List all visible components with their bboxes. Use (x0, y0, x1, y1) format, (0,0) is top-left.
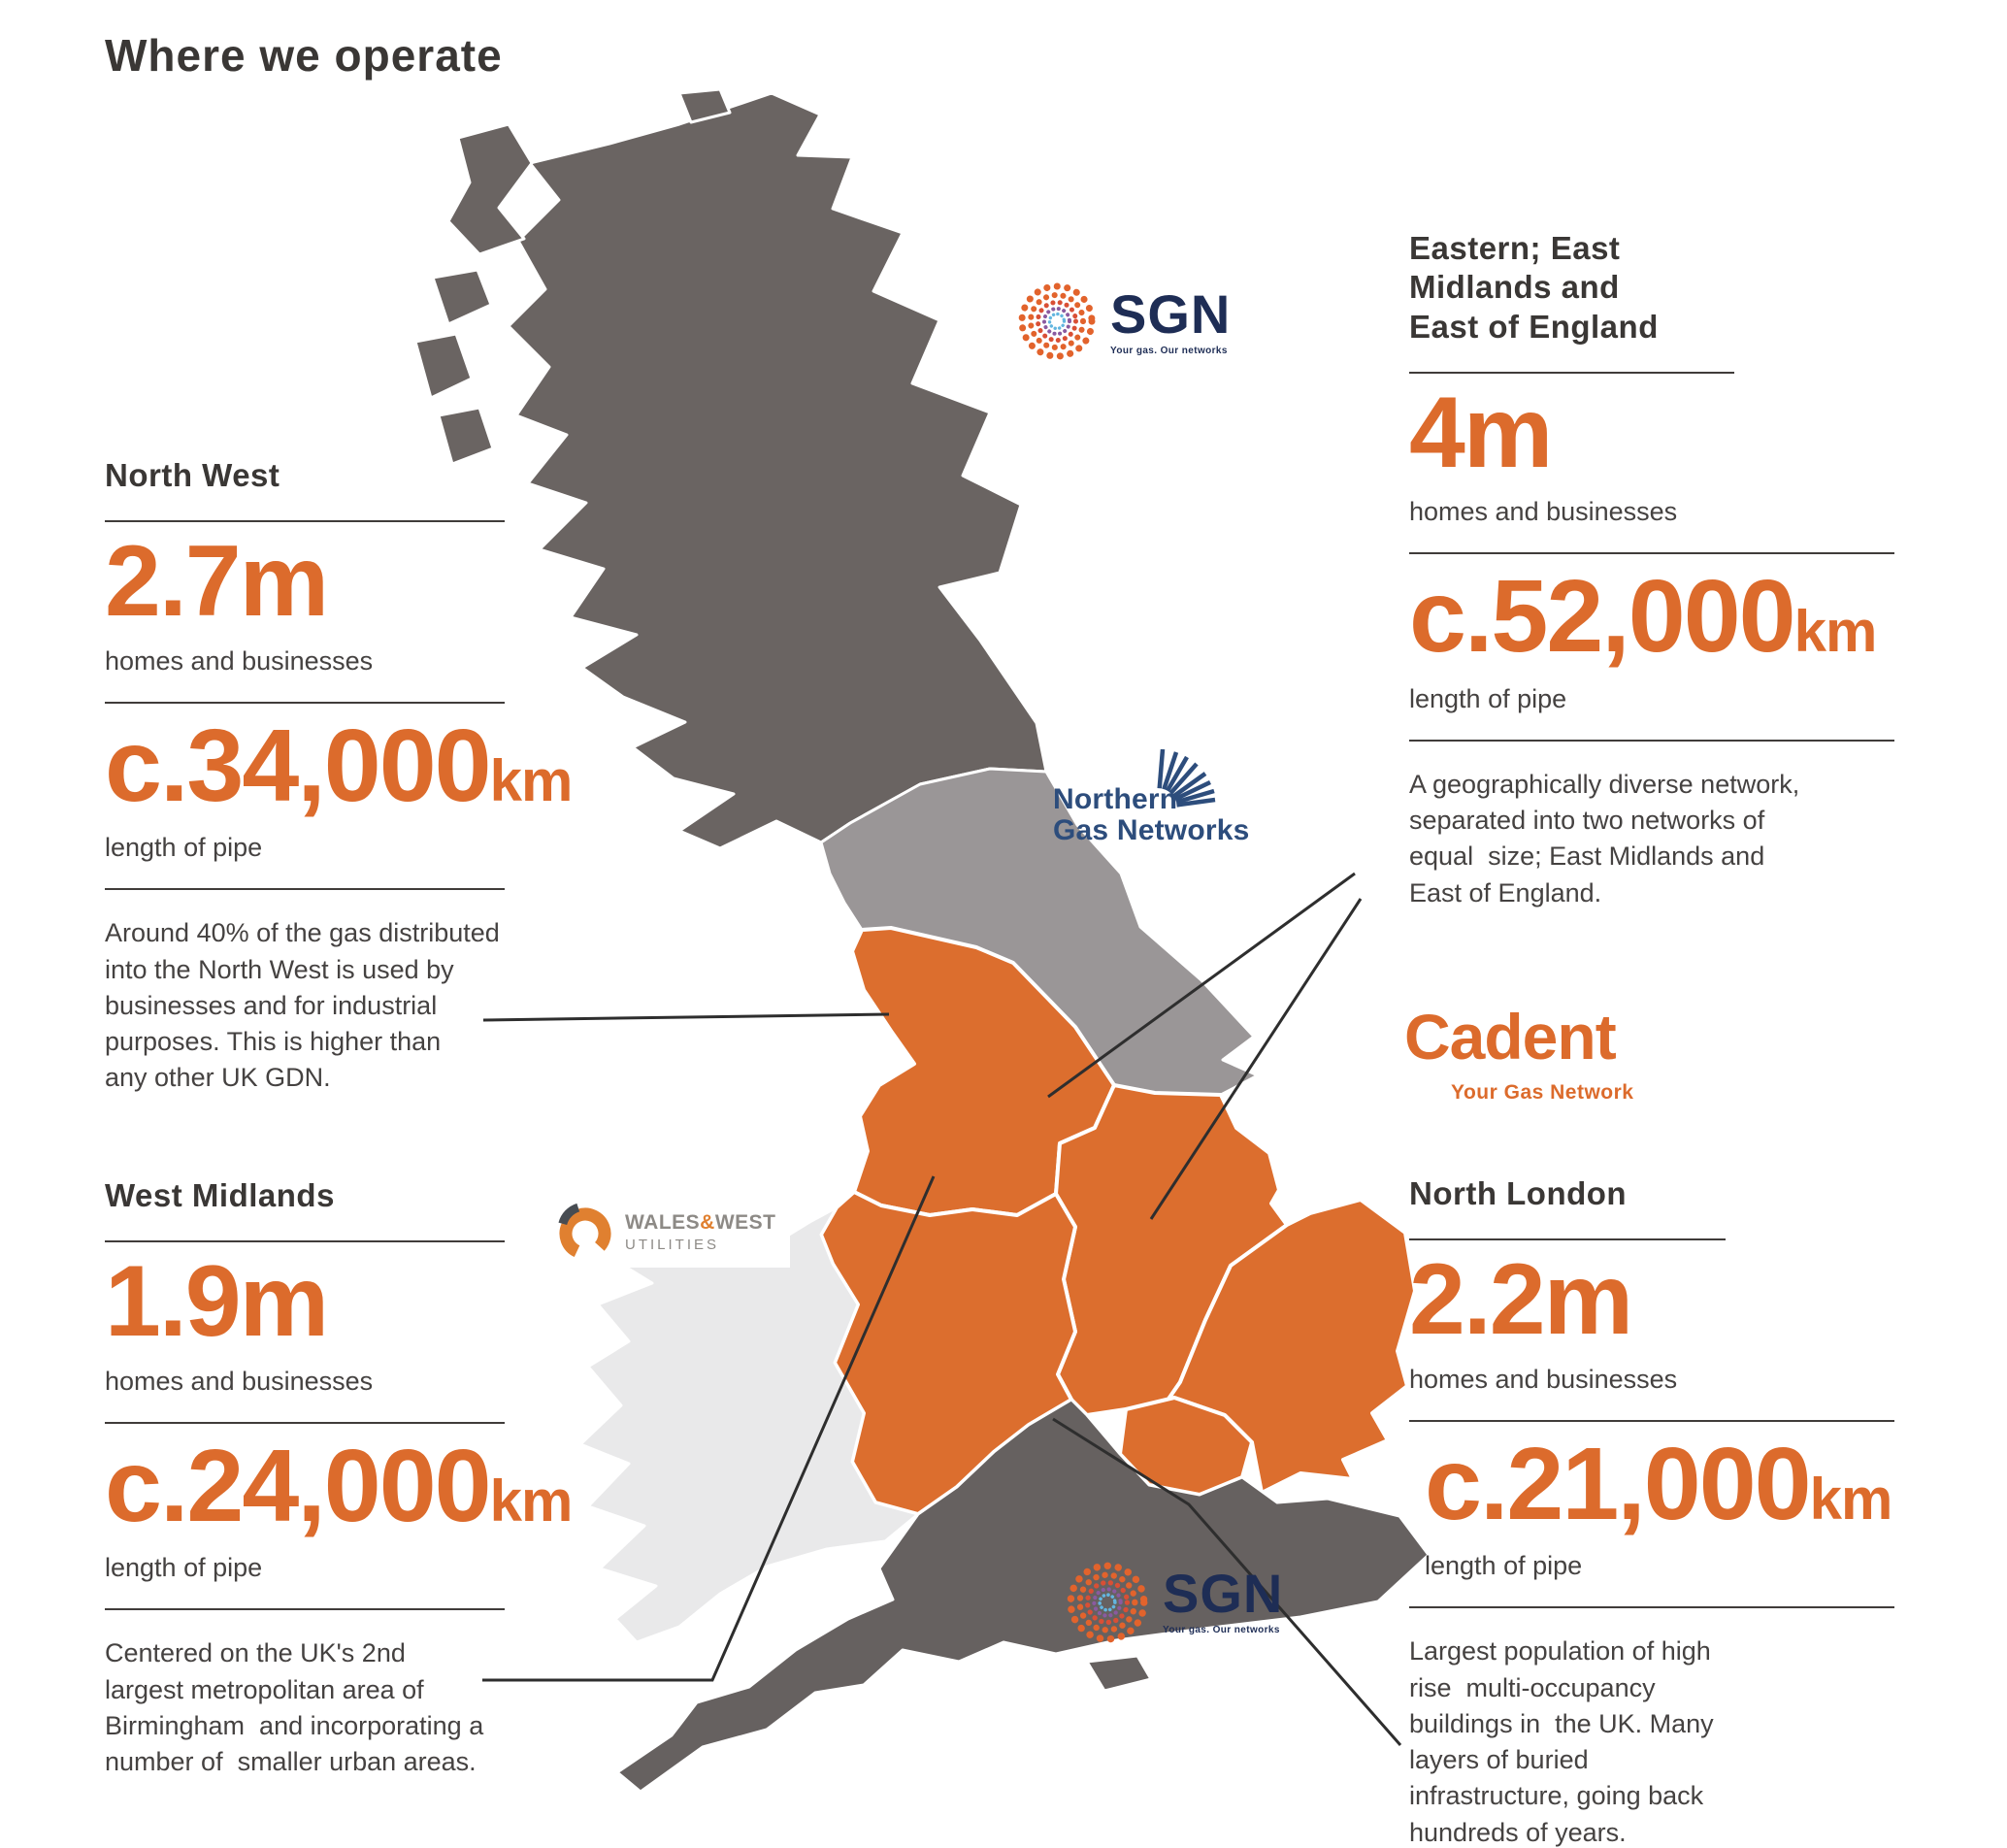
region-description: Around 40% of the gas distributed into t… (105, 918, 500, 1093)
divider (1409, 1238, 1726, 1241)
divider (1409, 1606, 1894, 1609)
pipe-value: c.21,000km (1425, 1426, 1893, 1541)
pipe-label: length of pipe (105, 833, 263, 863)
wwu-logo: WALES&WEST UTILITIES (549, 1196, 790, 1268)
cadent-wordmark: Cadent (1404, 1001, 1617, 1072)
region-heading: Eastern; East Midlands and East of Engla… (1409, 230, 1659, 345)
pipe-unit: km (489, 1468, 574, 1534)
pipe-value: c.52,000km (1409, 559, 1878, 675)
homes-value: 1.9m (105, 1245, 329, 1359)
divider (1409, 1419, 1894, 1422)
divider (105, 701, 505, 704)
divider (105, 1240, 505, 1243)
sgn-wordmark: SGN (1110, 283, 1232, 345)
wwu-wordmark: WALES&WEST (625, 1210, 776, 1234)
ngn-wordmark: Northern Gas Networks (1053, 783, 1250, 847)
pipe-label: length of pipe (105, 1553, 263, 1583)
map-island-north (677, 87, 732, 124)
cadent-tagline: Your Gas Network (1451, 1081, 1634, 1104)
callout-line-east-of-england (1149, 898, 1363, 1220)
pipe-unit: km (489, 747, 574, 813)
callout-line-west-midlands (482, 1175, 936, 1682)
stat-block-north-london: North London 2.2m homes and businesses c… (1409, 1174, 1894, 1848)
sgn-dots-icon (1067, 1562, 1148, 1643)
region-heading: North West (105, 457, 280, 493)
map-island-hebrides-4 (437, 406, 495, 466)
divider (105, 1608, 505, 1611)
homes-value: 2.7m (105, 525, 329, 639)
divider (105, 1421, 505, 1424)
region-description: A geographically diverse network, separa… (1409, 769, 1800, 908)
divider (105, 888, 505, 891)
divider (1409, 739, 1894, 742)
callout-line-north-london (1052, 1417, 1402, 1746)
sgn-wordmark: SGN (1163, 1563, 1284, 1624)
map-island-hebrides-1 (446, 122, 534, 256)
map-region-east-of-england (1161, 1198, 1417, 1495)
sgn-tagline: Your gas. Our networks (1110, 346, 1228, 356)
map-island-hebrides-3 (413, 332, 474, 400)
region-description: Largest population of high rise multi-oc… (1409, 1636, 1714, 1847)
callout-line-north-west (482, 1012, 890, 1022)
cadent-logo: Cadent Your Gas Network (1404, 1000, 1634, 1105)
pipe-unit: km (1793, 599, 1878, 665)
stat-block-eastern: Eastern; East Midlands and East of Engla… (1409, 229, 1894, 911)
region-heading: West Midlands (105, 1177, 335, 1213)
pipe-value: c.24,000km (105, 1428, 573, 1543)
stat-block-west-midlands: West Midlands 1.9m homes and businesses … (105, 1176, 573, 1780)
stat-block-north-west: North West 2.7m homes and businesses c.3… (105, 456, 573, 1097)
homes-label: homes and businesses (105, 645, 374, 676)
homes-value: 4m (1409, 376, 1553, 489)
homes-label: homes and businesses (1409, 1364, 1678, 1394)
region-heading: North London (1409, 1175, 1628, 1211)
homes-label: homes and businesses (1409, 497, 1678, 527)
sgn-dots-icon (1018, 282, 1096, 360)
wwu-sub-wordmark: UTILITIES (625, 1236, 720, 1253)
ngn-rays-icon (1157, 748, 1216, 808)
pipe-unit: km (1809, 1466, 1893, 1532)
pipe-value: c.34,000km (105, 708, 573, 823)
divider (105, 520, 505, 523)
map-region-south-england (615, 1398, 1431, 1794)
map-island-hebrides-2 (431, 268, 493, 326)
sgn-tagline: Your gas. Our networks (1163, 1625, 1280, 1635)
pipe-label: length of pipe (1409, 683, 1567, 713)
page-title: Where we operate (105, 30, 503, 81)
map-region-wales (578, 1205, 920, 1644)
sgn-logo-top: SGN Your gas. Our networks (1017, 281, 1231, 361)
homes-value: 2.2m (1409, 1243, 1633, 1357)
map-island-isle-of-wight (1085, 1654, 1153, 1693)
region-description: Centered on the UK's 2nd largest metropo… (105, 1638, 484, 1777)
pipe-label: length of pipe (1425, 1551, 1583, 1581)
divider (1409, 552, 1894, 555)
divider (1409, 371, 1734, 374)
wwu-ring-icon (557, 1202, 613, 1260)
callout-line-east-midlands (1047, 872, 1356, 1099)
homes-label: homes and businesses (105, 1366, 374, 1396)
sgn-logo-bottom: SGN Your gas. Our networks (1066, 1561, 1283, 1644)
map-region-scotland (507, 91, 1048, 850)
